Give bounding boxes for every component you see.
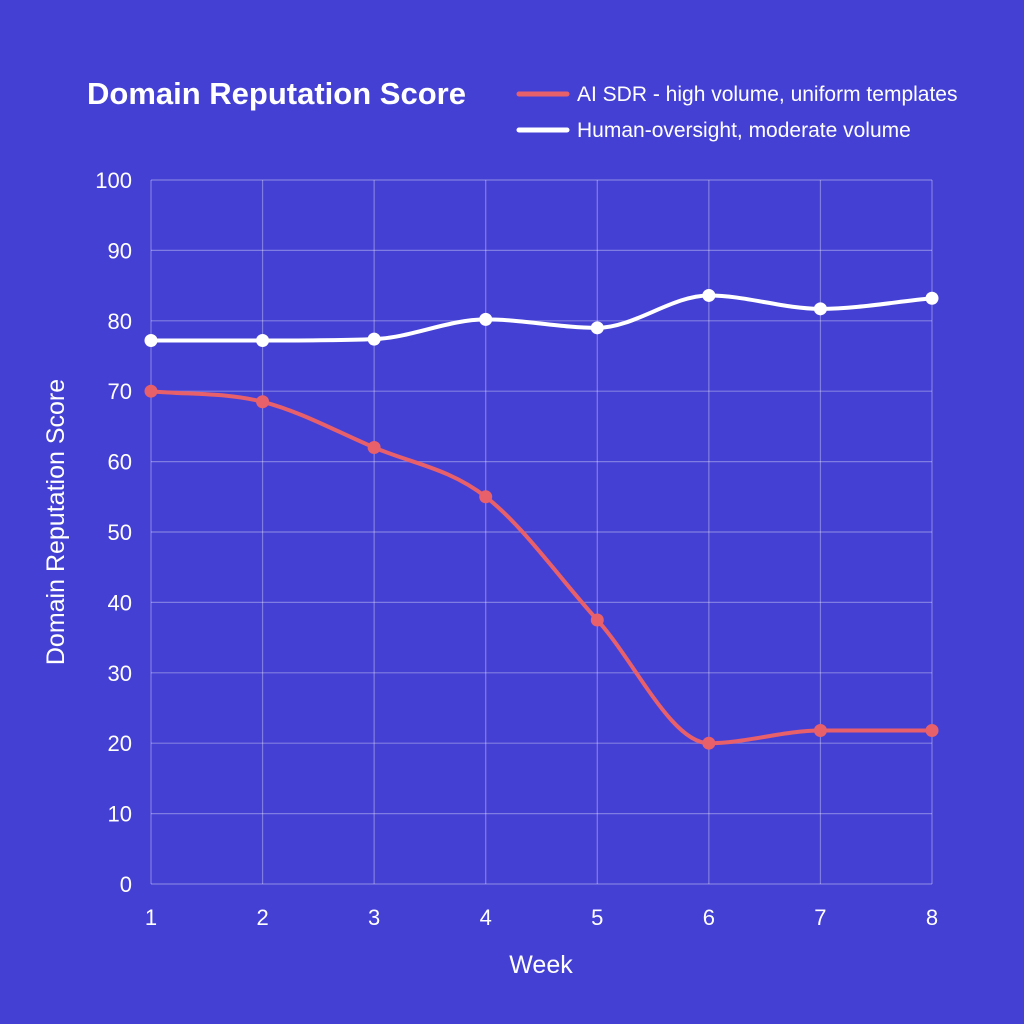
- data-point-1-week-2: [256, 334, 270, 348]
- legend-label-human-oversight: Human-oversight, moderate volume: [577, 119, 911, 142]
- y-tick-label: 50: [108, 520, 132, 545]
- x-tick-label: 7: [814, 905, 826, 930]
- data-point-1-week-8: [925, 291, 939, 305]
- x-tick-label: 8: [926, 905, 938, 930]
- y-tick-label: 80: [108, 309, 132, 334]
- data-point-0-week-8: [925, 724, 939, 738]
- data-point-1-week-6: [702, 288, 716, 302]
- y-axis-label: Domain Reputation Score: [42, 379, 70, 665]
- data-point-1-week-5: [590, 321, 604, 335]
- data-point-0-week-6: [702, 736, 716, 750]
- data-point-1-week-1: [144, 334, 158, 348]
- data-point-0-week-5: [590, 613, 604, 627]
- data-point-1-week-4: [479, 312, 493, 326]
- x-tick-label: 3: [368, 905, 380, 930]
- y-tick-label: 100: [95, 168, 132, 193]
- x-axis-ticks: 1 2 3 4 5 6 7 8: [145, 905, 938, 930]
- y-tick-label: 0: [120, 872, 132, 897]
- data-point-0-week-7: [813, 724, 827, 738]
- grid: [150, 179, 933, 885]
- series-line-0: [149, 389, 934, 746]
- series-line-1: [149, 293, 934, 343]
- legend: AI SDR - high volume, uniform templates …: [516, 83, 957, 142]
- chart-title: Domain Reputation Score: [87, 76, 466, 111]
- data-point-0-week-1: [144, 384, 158, 398]
- x-tick-label: 1: [145, 905, 157, 930]
- x-axis-label: Week: [509, 951, 573, 979]
- x-tick-label: 4: [480, 905, 492, 930]
- x-tick-label: 6: [703, 905, 715, 930]
- y-axis-ticks: 0 10 20 30 40 50 60 70 80 90 100: [95, 168, 132, 897]
- y-tick-label: 90: [108, 238, 132, 263]
- y-tick-label: 70: [108, 379, 132, 404]
- data-point-1-week-3: [367, 332, 381, 346]
- y-tick-label: 60: [108, 450, 132, 475]
- data-point-1-week-7: [813, 302, 827, 316]
- y-tick-label: 40: [108, 590, 132, 615]
- x-tick-label: 5: [591, 905, 603, 930]
- data-point-0-week-2: [256, 395, 270, 409]
- y-tick-label: 10: [108, 802, 132, 827]
- data-point-0-week-3: [367, 441, 381, 455]
- y-tick-label: 30: [108, 661, 132, 686]
- series: [144, 288, 939, 750]
- y-tick-label: 20: [108, 731, 132, 756]
- legend-label-ai-sdr: AI SDR - high volume, uniform templates: [577, 83, 957, 106]
- data-point-0-week-4: [479, 490, 493, 504]
- x-tick-label: 2: [256, 905, 268, 930]
